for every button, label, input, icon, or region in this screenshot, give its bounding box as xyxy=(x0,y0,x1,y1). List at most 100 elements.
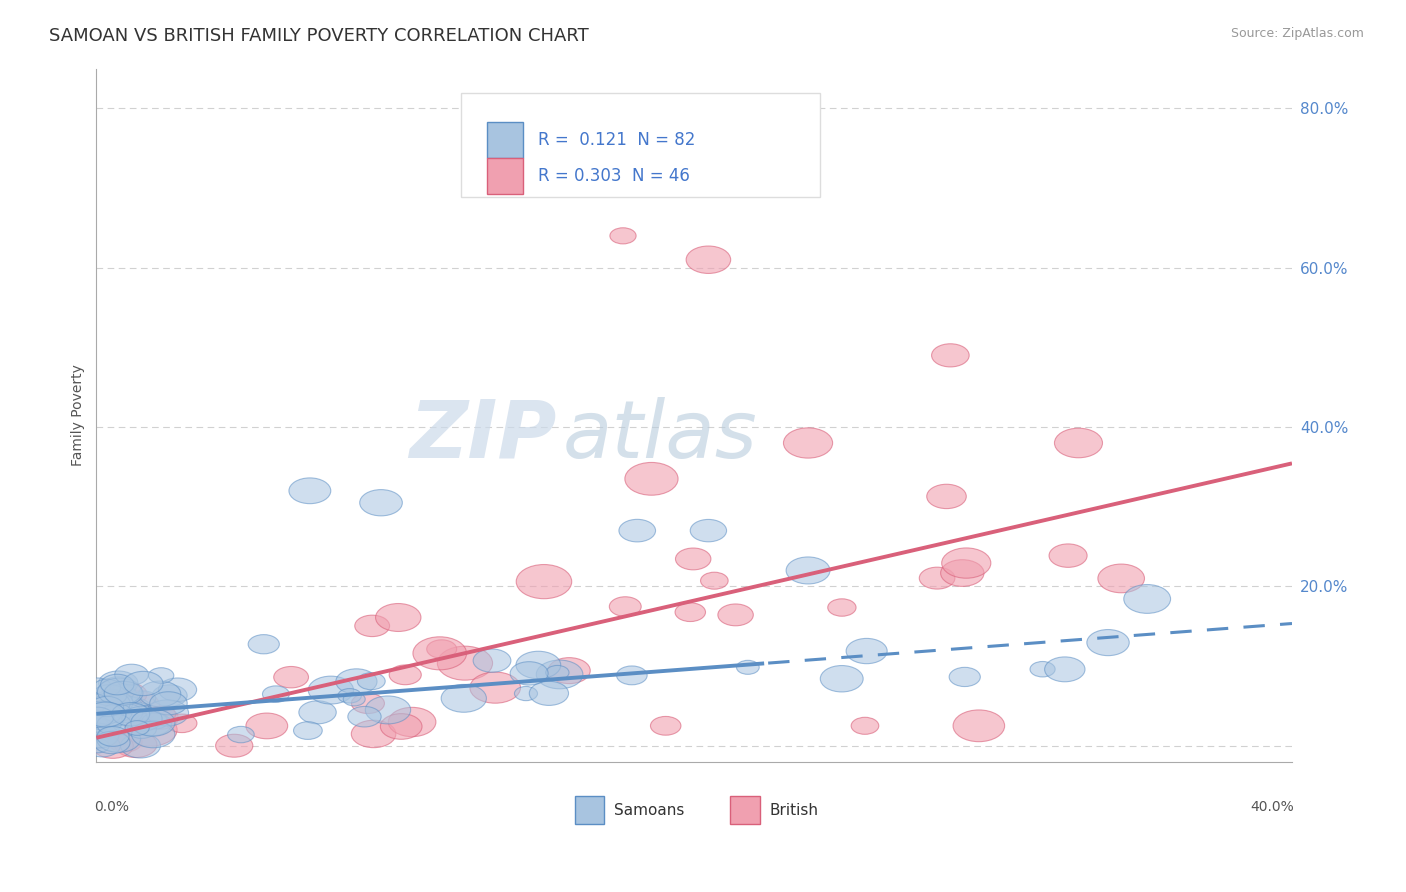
Ellipse shape xyxy=(510,662,548,685)
Ellipse shape xyxy=(690,519,727,541)
Ellipse shape xyxy=(124,714,177,746)
Ellipse shape xyxy=(932,343,969,367)
Ellipse shape xyxy=(97,714,132,735)
Ellipse shape xyxy=(142,714,167,729)
Ellipse shape xyxy=(718,604,754,626)
Ellipse shape xyxy=(84,735,121,757)
Text: 0.0%: 0.0% xyxy=(94,800,129,814)
Ellipse shape xyxy=(131,709,174,736)
Ellipse shape xyxy=(366,696,411,724)
Ellipse shape xyxy=(122,702,152,720)
Ellipse shape xyxy=(846,639,887,664)
Ellipse shape xyxy=(112,696,142,714)
Ellipse shape xyxy=(167,714,197,732)
FancyBboxPatch shape xyxy=(488,158,523,194)
Ellipse shape xyxy=(949,667,980,687)
FancyBboxPatch shape xyxy=(575,797,605,824)
Ellipse shape xyxy=(121,733,160,758)
Ellipse shape xyxy=(927,484,966,508)
Ellipse shape xyxy=(1123,584,1171,614)
Ellipse shape xyxy=(86,702,127,727)
FancyBboxPatch shape xyxy=(461,93,820,197)
Text: 40.0%: 40.0% xyxy=(1250,800,1295,814)
Text: R = 0.303  N = 46: R = 0.303 N = 46 xyxy=(537,168,689,186)
Ellipse shape xyxy=(274,666,308,688)
Ellipse shape xyxy=(159,678,197,701)
Text: Samoans: Samoans xyxy=(614,803,685,818)
Ellipse shape xyxy=(148,706,176,723)
Ellipse shape xyxy=(82,701,121,725)
Ellipse shape xyxy=(215,734,253,757)
Ellipse shape xyxy=(536,660,583,689)
Ellipse shape xyxy=(1031,662,1054,677)
Ellipse shape xyxy=(91,690,132,715)
Ellipse shape xyxy=(115,731,157,757)
Ellipse shape xyxy=(97,725,141,752)
Ellipse shape xyxy=(134,713,172,736)
Ellipse shape xyxy=(97,678,142,706)
Ellipse shape xyxy=(101,674,134,695)
Ellipse shape xyxy=(343,692,366,706)
Ellipse shape xyxy=(93,733,134,758)
Ellipse shape xyxy=(354,615,389,637)
Ellipse shape xyxy=(1087,630,1129,656)
Ellipse shape xyxy=(609,597,641,616)
Ellipse shape xyxy=(426,640,457,658)
Ellipse shape xyxy=(86,739,110,753)
Ellipse shape xyxy=(288,478,330,504)
Ellipse shape xyxy=(1049,544,1087,567)
Ellipse shape xyxy=(828,599,856,616)
Ellipse shape xyxy=(441,684,486,713)
Ellipse shape xyxy=(388,707,436,737)
Ellipse shape xyxy=(108,731,142,752)
FancyBboxPatch shape xyxy=(730,797,759,824)
Text: ZIP: ZIP xyxy=(409,397,557,475)
Ellipse shape xyxy=(474,649,510,673)
Ellipse shape xyxy=(228,726,254,743)
Ellipse shape xyxy=(1045,657,1085,681)
Ellipse shape xyxy=(700,572,728,590)
Ellipse shape xyxy=(546,665,569,680)
Ellipse shape xyxy=(942,548,991,578)
Ellipse shape xyxy=(124,672,163,696)
Ellipse shape xyxy=(920,567,955,589)
Ellipse shape xyxy=(389,665,422,685)
Ellipse shape xyxy=(294,722,322,739)
Ellipse shape xyxy=(111,703,149,726)
Ellipse shape xyxy=(624,462,678,495)
Text: Source: ZipAtlas.com: Source: ZipAtlas.com xyxy=(1230,27,1364,40)
Ellipse shape xyxy=(110,682,148,706)
Ellipse shape xyxy=(786,557,830,584)
Ellipse shape xyxy=(413,637,467,670)
Ellipse shape xyxy=(336,669,377,694)
Ellipse shape xyxy=(610,227,636,244)
Ellipse shape xyxy=(101,677,136,698)
Ellipse shape xyxy=(82,707,114,727)
Ellipse shape xyxy=(101,684,138,707)
Ellipse shape xyxy=(104,681,143,706)
Ellipse shape xyxy=(94,692,131,714)
Ellipse shape xyxy=(86,718,110,732)
Ellipse shape xyxy=(783,428,832,458)
Ellipse shape xyxy=(79,723,118,747)
Ellipse shape xyxy=(953,710,1005,741)
Ellipse shape xyxy=(110,690,160,722)
Ellipse shape xyxy=(91,697,124,716)
Ellipse shape xyxy=(617,666,647,685)
Ellipse shape xyxy=(437,646,492,681)
Ellipse shape xyxy=(347,706,381,727)
Text: British: British xyxy=(769,803,818,818)
Ellipse shape xyxy=(529,681,568,706)
Ellipse shape xyxy=(357,673,385,690)
Ellipse shape xyxy=(1098,564,1144,593)
Ellipse shape xyxy=(515,687,537,700)
Ellipse shape xyxy=(686,246,731,274)
Ellipse shape xyxy=(94,731,129,754)
Ellipse shape xyxy=(125,721,149,735)
Ellipse shape xyxy=(360,490,402,516)
Ellipse shape xyxy=(737,660,759,674)
Ellipse shape xyxy=(115,665,149,685)
Ellipse shape xyxy=(111,704,142,723)
Ellipse shape xyxy=(381,714,422,739)
Ellipse shape xyxy=(308,676,353,704)
